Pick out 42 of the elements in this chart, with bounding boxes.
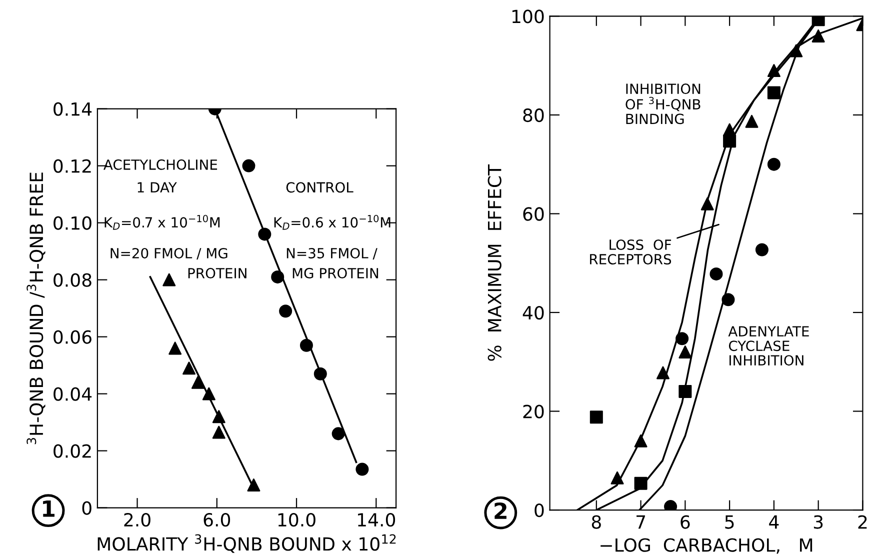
x-tick-label: 3 (814, 515, 823, 529)
x-tick-label: 2 (858, 515, 867, 529)
x-axis-title: −LOG CARBACHOL, M (600, 538, 812, 554)
y-tick-label: 20 (523, 404, 544, 418)
y-tick-label: 0.04 (54, 387, 92, 401)
x-tick-label: 5 (725, 515, 734, 529)
x-axis-title: MOLARITY $^{3}$H-QNB BOUND x 10$^{12}$ (98, 534, 396, 553)
y-tick-label: 0.10 (54, 216, 92, 230)
annotation: INHIBITION OF $^{3}$H-QNB BINDING (626, 84, 700, 124)
y-tick-label: 60 (523, 207, 544, 221)
x-tick-label: 14.0 (358, 512, 396, 527)
text: 1 (43, 500, 54, 517)
y-tick-label: 0.12 (54, 159, 91, 173)
y-tick-label: 0 (534, 503, 544, 518)
annotation: N=35 FMOL / (286, 248, 378, 260)
x-tick-label: 10.0 (278, 512, 316, 527)
y-axis-title: % MAXIMUM EFFECT (488, 164, 502, 361)
annotation: N=20 FMOL / MG (110, 248, 228, 260)
annotation: PROTEIN (188, 268, 246, 278)
annotation: ADENYLATE CYCLASE INHIBITION (728, 326, 809, 366)
x-tick-label: 8 (592, 515, 601, 529)
annotation: LOSS OF RECEPTORS (590, 239, 672, 264)
x-tick-label: 6 (680, 515, 690, 529)
x-tick-label: 7 (636, 515, 645, 529)
x-tick-label: 2.0 (124, 512, 150, 527)
y-tick-label: 0 (82, 501, 92, 515)
y-tick-label: 40 (522, 306, 544, 320)
y-axis-title: $^{3}$H-QNB BOUND /$^{3}$H-QNB FREE (26, 172, 46, 444)
y-tick-label: 0.06 (54, 330, 92, 344)
annotation: 1 DAY (138, 182, 177, 192)
annotation: CONTROL (286, 182, 354, 193)
annotation: K$_{D}$=0.7 x 10$^{−10}$M (104, 214, 220, 230)
y-tick-label: 80 (523, 108, 544, 122)
annotation: K$_{D}$=0.6 x 10$^{−10}$M (274, 214, 390, 230)
y-tick-label: 0.14 (54, 102, 92, 116)
annotation: ACETYLCHOLINE (104, 159, 218, 170)
annotation: MG PROTEIN (292, 268, 378, 278)
y-tick-label: 100 (512, 10, 544, 24)
x-tick-label: 6.0 (204, 512, 230, 527)
x-tick-label: 4 (769, 515, 779, 529)
y-tick-label: 0.02 (54, 444, 91, 458)
y-tick-label: 0.08 (54, 273, 92, 287)
